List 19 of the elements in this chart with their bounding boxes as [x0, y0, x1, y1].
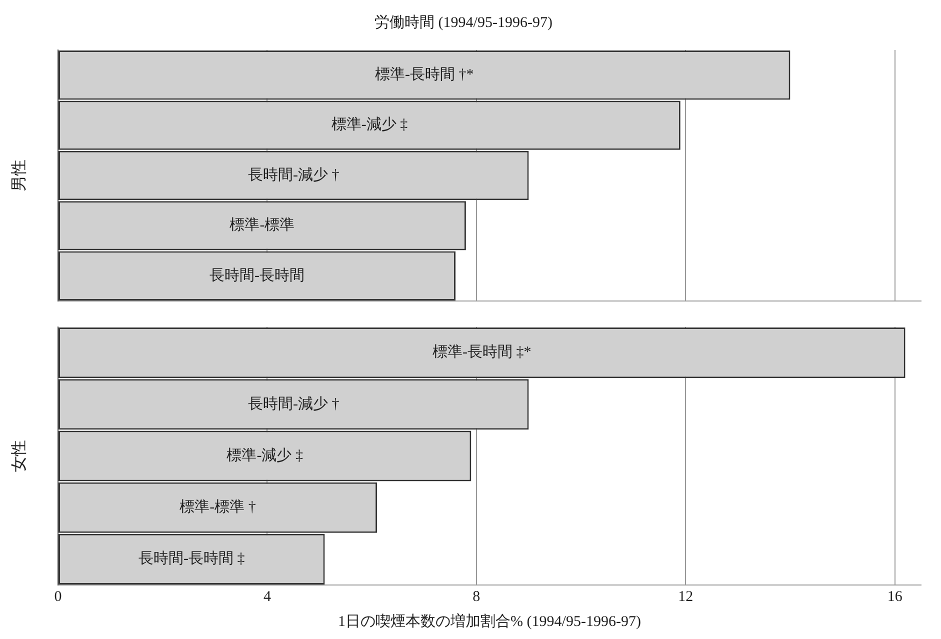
chart-title: 労働時間 (1994/95-1996-97)	[374, 14, 552, 31]
x-tick-label: 12	[678, 588, 694, 605]
y-tick-label: 標準-長時間 ‡*	[432, 344, 532, 361]
y-tick-label: 標準-長時間 †*	[374, 66, 474, 84]
x-axis-title: 1日の喫煙本数の増加割合% (1994/95-1996-97)	[338, 612, 641, 630]
y-axis-title: 男性	[10, 160, 28, 192]
x-tick-label: 8	[472, 588, 480, 605]
y-tick-label: 標準-減少 ‡	[226, 446, 304, 464]
x-tick-label: 0	[54, 588, 62, 605]
y-tick-label: 長時間-長時間	[210, 266, 304, 284]
y-tick-label: 標準-標準	[230, 216, 295, 234]
y-tick-label: 長時間-減少 †	[248, 395, 340, 412]
y-tick-label: 長時間-長時間 ‡	[138, 550, 246, 568]
x-tick-label: 16	[887, 588, 903, 605]
y-axis-title: 女性	[10, 440, 28, 472]
y-tick-label: 長時間-減少 †	[248, 166, 340, 184]
y-tick-label: 標準-減少 ‡	[331, 116, 408, 134]
y-tick-label: 標準-標準 †	[180, 498, 256, 516]
x-tick-label: 4	[263, 588, 272, 605]
